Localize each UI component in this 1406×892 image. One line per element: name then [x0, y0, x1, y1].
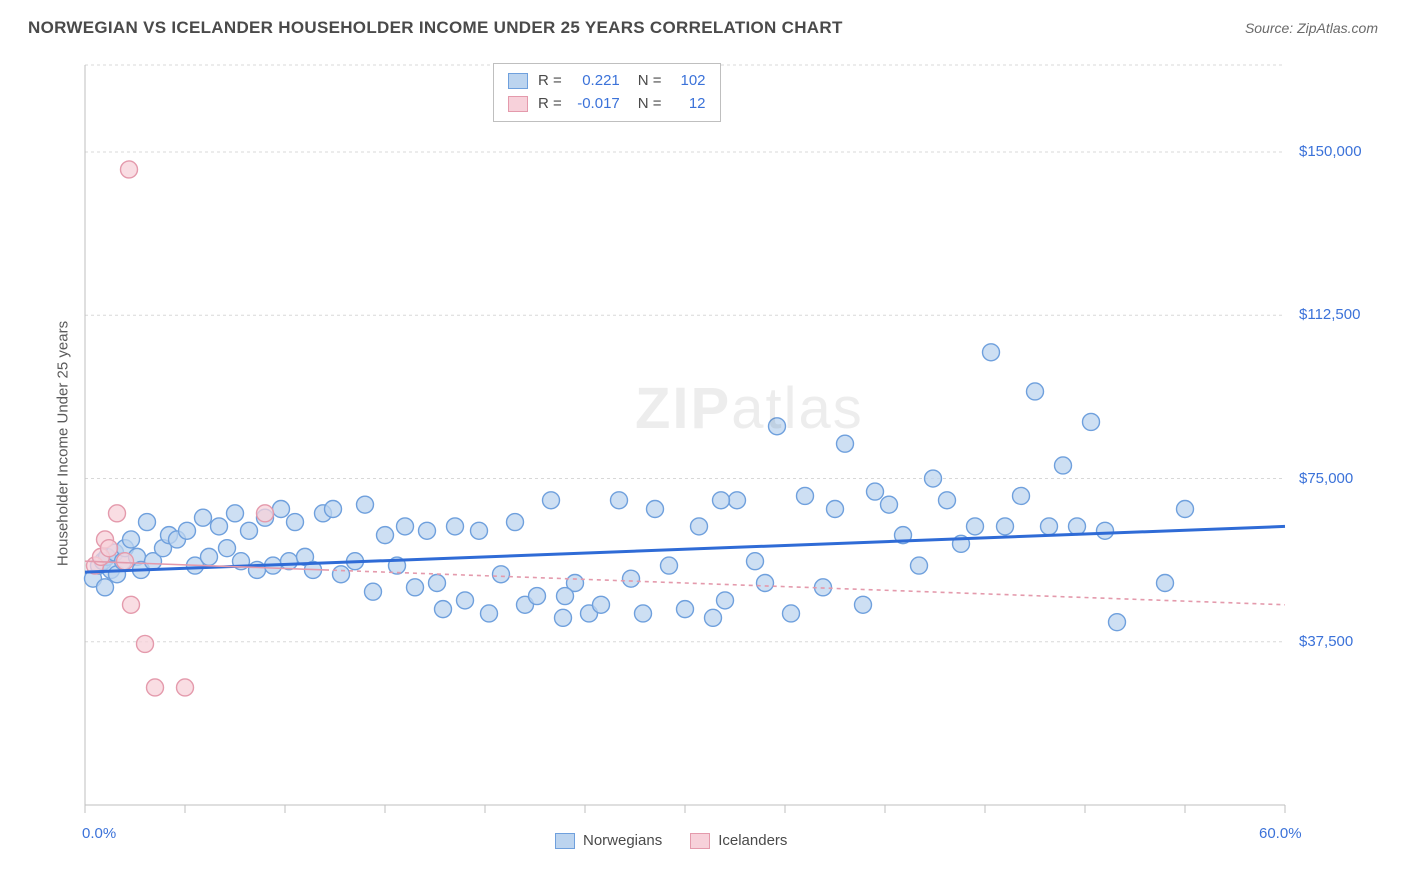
r-value: 0.221	[572, 70, 620, 93]
chart-header: NORWEGIAN VS ICELANDER HOUSEHOLDER INCOM…	[0, 0, 1406, 48]
legend-swatch	[555, 833, 575, 849]
chart-source: Source: ZipAtlas.com	[1245, 20, 1378, 36]
x-axis-end-label: 60.0%	[1259, 825, 1302, 842]
series-legend: Norwegians Icelanders	[555, 832, 787, 849]
y-tick-label: $37,500	[1299, 633, 1353, 650]
chart-area: Householder Income Under 25 years ZIPatl…	[55, 55, 1380, 815]
y-tick-label: $112,500	[1299, 306, 1360, 323]
legend-label: Icelanders	[718, 832, 787, 849]
legend-label: Norwegians	[583, 832, 662, 849]
legend-swatch	[690, 833, 710, 849]
r-label: R =	[538, 70, 562, 93]
n-label: N =	[638, 93, 662, 116]
n-value: 102	[672, 70, 706, 93]
series-swatch	[508, 96, 528, 112]
n-label: N =	[638, 70, 662, 93]
correlation-stats-box: R = 0.221 N = 102 R = -0.017 N = 12	[493, 63, 721, 122]
scatter-chart	[55, 55, 1380, 815]
y-tick-label: $150,000	[1299, 143, 1362, 160]
r-label: R =	[538, 93, 562, 116]
r-value: -0.017	[572, 93, 620, 116]
n-value: 12	[672, 93, 706, 116]
legend-item: Icelanders	[690, 832, 787, 849]
y-axis-label: Householder Income Under 25 years	[55, 321, 72, 566]
series-swatch	[508, 73, 528, 89]
chart-title: NORWEGIAN VS ICELANDER HOUSEHOLDER INCOM…	[28, 18, 843, 38]
stats-row: R = 0.221 N = 102	[508, 70, 706, 93]
y-tick-label: $75,000	[1299, 470, 1353, 487]
x-axis-start-label: 0.0%	[82, 825, 116, 842]
legend-item: Norwegians	[555, 832, 662, 849]
stats-row: R = -0.017 N = 12	[508, 93, 706, 116]
